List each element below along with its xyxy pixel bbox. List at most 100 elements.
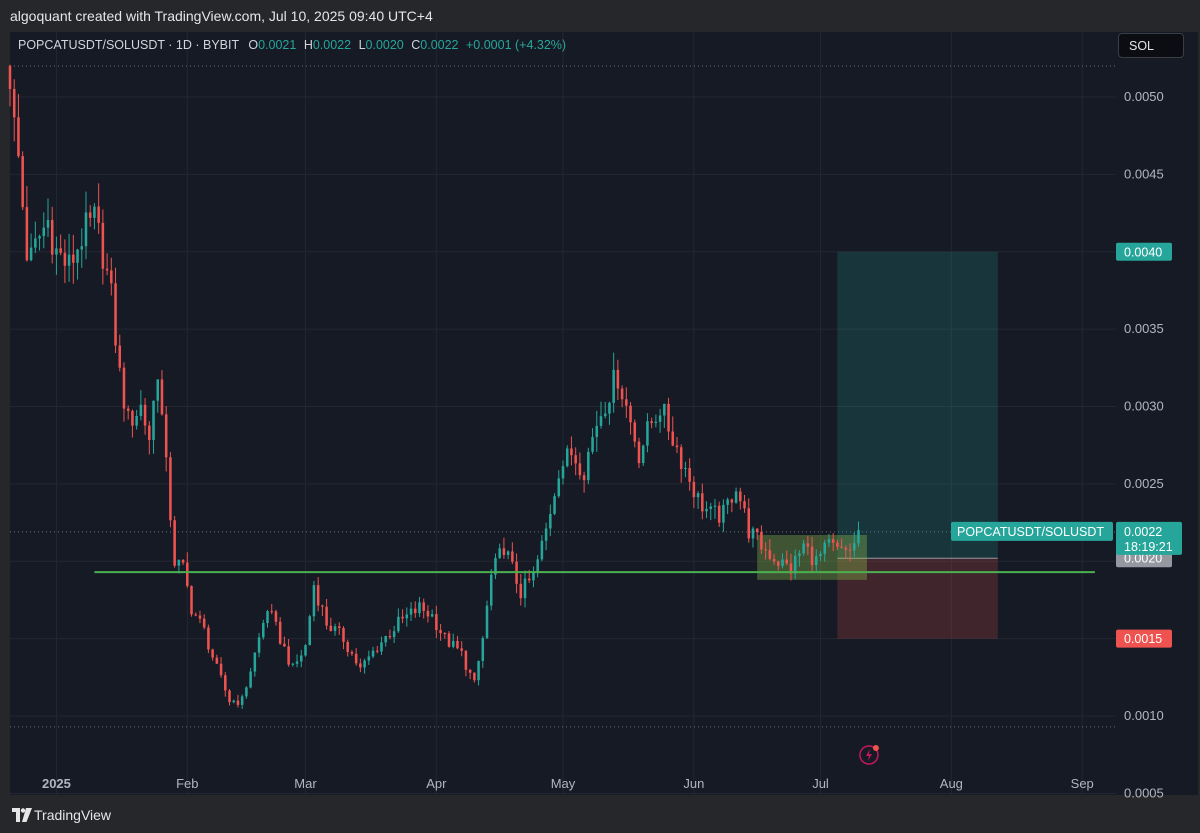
candle-body bbox=[169, 457, 172, 521]
low-value: 0.0020 bbox=[365, 38, 404, 52]
candle-body bbox=[591, 436, 594, 452]
candle-body bbox=[637, 441, 641, 464]
candle-body bbox=[287, 646, 290, 665]
candle-body bbox=[215, 657, 219, 664]
candle-body bbox=[684, 467, 687, 469]
candle-body bbox=[156, 379, 160, 401]
candle-body bbox=[574, 455, 577, 464]
candle-body bbox=[8, 65, 12, 89]
candle-body bbox=[46, 219, 50, 228]
symbol-legend: POPCATUSDT/SOLUSDT · 1D · BYBIT O0.0021 … bbox=[18, 38, 566, 52]
candle-body bbox=[663, 403, 666, 416]
time-axis[interactable]: 2025 Feb Mar Apr May Jun Jul Aug Sep bbox=[42, 776, 1094, 791]
candle-body bbox=[582, 475, 586, 481]
currency-button[interactable]: SOL bbox=[1118, 33, 1184, 58]
candle-body bbox=[667, 403, 670, 432]
candle-body bbox=[511, 551, 514, 562]
candle-body bbox=[473, 672, 476, 681]
candle-body bbox=[76, 249, 79, 263]
candle-body bbox=[354, 653, 358, 664]
change-value: +0.0001 (+4.32%) bbox=[465, 38, 567, 52]
grid-lines bbox=[10, 32, 1116, 795]
marker-dot bbox=[872, 745, 879, 751]
candle-body bbox=[224, 675, 227, 691]
candle-body bbox=[312, 585, 316, 617]
candle-body bbox=[485, 605, 489, 639]
candle-body bbox=[532, 572, 535, 581]
open-label: O bbox=[248, 38, 259, 52]
symbol-tag-label: POPCATUSDT/SOLUSDT bbox=[957, 525, 1104, 539]
candle-body bbox=[375, 650, 379, 652]
candle-body bbox=[397, 616, 400, 632]
candle-body bbox=[321, 605, 324, 607]
candle-body bbox=[536, 559, 539, 573]
symbol-name[interactable]: POPCATUSDT/SOLUSDT · 1D · BYBIT bbox=[18, 38, 239, 52]
dotted-levels bbox=[10, 65, 1116, 728]
candle-body bbox=[451, 640, 455, 647]
candle-body bbox=[173, 520, 176, 566]
candle-body bbox=[447, 633, 451, 647]
candle-body bbox=[633, 422, 637, 442]
candle-body bbox=[713, 505, 717, 507]
entry-price-label: 0.0020 bbox=[1124, 552, 1162, 566]
candle-body bbox=[777, 561, 780, 566]
candle-body bbox=[578, 463, 582, 476]
candle-body bbox=[384, 635, 387, 643]
candle-body bbox=[291, 663, 295, 665]
candle-body bbox=[409, 608, 413, 615]
close-value: 0.0022 bbox=[420, 38, 459, 52]
candle-body bbox=[219, 663, 223, 676]
candle-body bbox=[88, 212, 92, 218]
candle-body bbox=[853, 543, 856, 551]
candle-body bbox=[502, 548, 506, 555]
created-by-text: algoquant created with TradingView.com, … bbox=[10, 8, 433, 24]
candle-body bbox=[418, 602, 421, 614]
candle-body bbox=[21, 156, 24, 208]
candle-body bbox=[743, 501, 746, 509]
candle-body bbox=[380, 642, 383, 652]
y-tick-label: 0.0010 bbox=[1124, 708, 1164, 723]
y-tick-label: 0.0005 bbox=[1124, 785, 1164, 800]
y-tick-label: 0.0035 bbox=[1124, 321, 1164, 336]
candle-body bbox=[139, 404, 143, 417]
candle-body bbox=[338, 626, 341, 629]
candle-body bbox=[97, 206, 100, 223]
candle-body bbox=[836, 542, 839, 547]
candle-body bbox=[565, 448, 569, 467]
close-label: C bbox=[411, 38, 421, 52]
candle-body bbox=[460, 648, 463, 651]
y-tick-label: 0.0030 bbox=[1124, 399, 1164, 414]
candle-body bbox=[308, 616, 311, 646]
candle-body bbox=[815, 556, 818, 566]
candle-body bbox=[122, 367, 126, 409]
candle-body bbox=[190, 586, 193, 615]
candle-body bbox=[114, 283, 117, 346]
x-tick-label: May bbox=[551, 776, 576, 791]
profit-zone[interactable] bbox=[837, 251, 998, 559]
x-tick-label: 2025 bbox=[42, 776, 71, 791]
candle-body bbox=[840, 546, 843, 548]
candle-body bbox=[456, 640, 459, 649]
candle-body bbox=[831, 539, 835, 543]
tradingview-logo-icon bbox=[12, 808, 32, 822]
candle-body bbox=[388, 635, 392, 638]
candle-body bbox=[12, 88, 16, 118]
candle-body bbox=[595, 425, 599, 437]
candle-body bbox=[300, 655, 303, 662]
candle-body bbox=[93, 206, 96, 218]
timeline-marker-icon[interactable] bbox=[859, 745, 879, 765]
x-tick-label: Aug bbox=[940, 776, 963, 791]
candle-body bbox=[236, 700, 240, 705]
candle-body bbox=[616, 369, 620, 389]
candle-body bbox=[464, 650, 468, 670]
candle-body bbox=[148, 425, 151, 440]
candle-body bbox=[549, 513, 552, 529]
top-bar: algoquant created with TradingView.com, … bbox=[0, 0, 1200, 32]
candle-body bbox=[67, 254, 71, 266]
candle-body bbox=[557, 478, 561, 497]
candle-body bbox=[612, 369, 615, 403]
tradingview-brand[interactable]: TradingView bbox=[34, 807, 112, 823]
x-tick-label: Jun bbox=[683, 776, 704, 791]
